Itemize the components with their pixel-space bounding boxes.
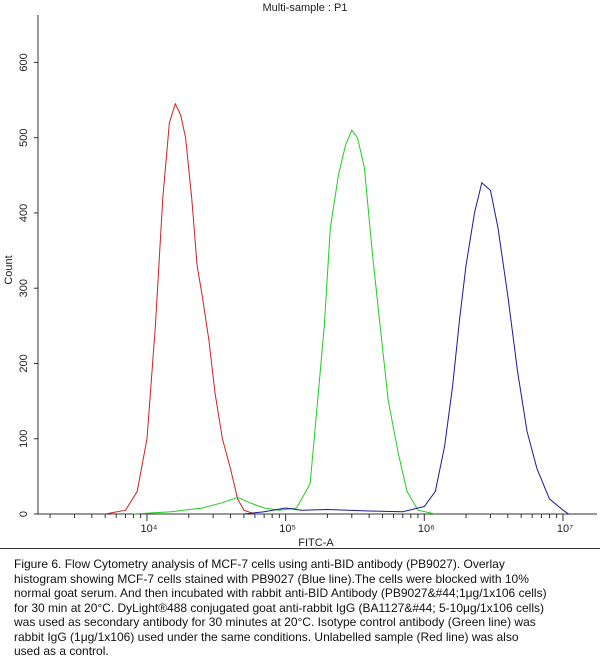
- caption-line: rabbit IgG (1μg/1x106) used under the sa…: [14, 629, 519, 644]
- caption-line: histogram showing MCF-7 cells stained wi…: [14, 571, 529, 586]
- histogram-line: [105, 102, 256, 515]
- y-tick-label: 0: [18, 511, 30, 517]
- x-tick-label: 10⁴: [140, 523, 157, 535]
- chart: Multi-sample : P1 FITC-A Count 0 100 200 30…: [3, 2, 597, 548]
- histogram-line: [243, 181, 569, 515]
- x-tick-label: 10⁵: [279, 523, 296, 535]
- caption-line: normal goat serum. And then incubated wi…: [14, 586, 547, 600]
- x-tick-label: 10⁶: [418, 523, 435, 535]
- x-tick-label: 10⁷: [557, 523, 573, 535]
- x-axis-label: FITC-A: [298, 537, 334, 548]
- y-tick-label: 500: [18, 129, 30, 147]
- y-tick-label: 200: [18, 354, 30, 372]
- chart-title: Multi-sample : P1: [263, 2, 348, 14]
- caption-line: used as a control.: [14, 644, 109, 658]
- caption: Figure 6. Flow Cytometry analysis of MCF…: [0, 548, 600, 659]
- y-axis-label: Count: [3, 255, 15, 284]
- y-tick-label: 400: [18, 204, 30, 222]
- y-tick-label: 300: [18, 279, 30, 297]
- y-tick-label: 600: [18, 53, 30, 71]
- caption-line: for 30 min at 20°C. DyLight®488 conjugat…: [14, 600, 544, 615]
- histogram-line: [133, 129, 436, 515]
- caption-line: was used as secondary antibody for 30 mi…: [14, 615, 536, 629]
- caption-line: Figure 6. Flow Cytometry analysis of MCF…: [14, 557, 505, 571]
- y-tick-label: 100: [18, 430, 30, 448]
